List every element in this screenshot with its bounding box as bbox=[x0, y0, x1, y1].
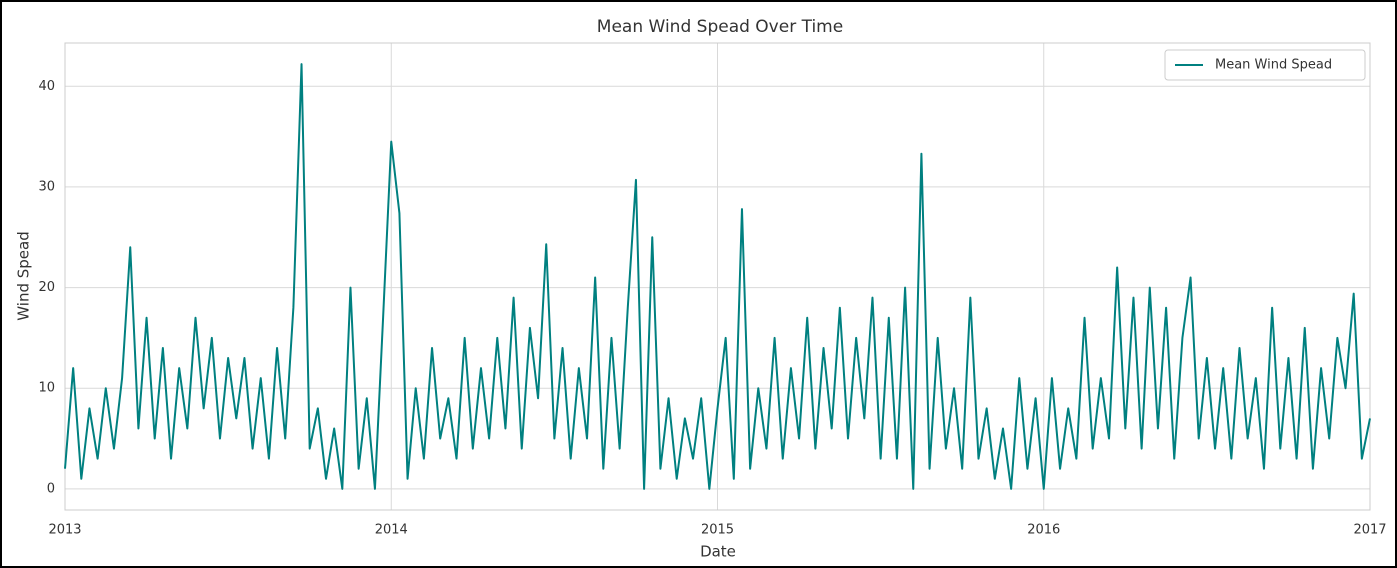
y-tick-label: 20 bbox=[38, 280, 55, 295]
x-tick-label: 2013 bbox=[48, 523, 81, 538]
plot-area bbox=[64, 42, 1371, 511]
legend-box bbox=[1164, 49, 1366, 81]
x-axis-label: Date bbox=[700, 543, 736, 561]
chart-title: Mean Wind Spead Over Time bbox=[597, 17, 843, 37]
y-tick-label: 0 bbox=[47, 481, 55, 496]
y-axis-label: Wind Spead bbox=[15, 231, 33, 320]
x-tick-label: 2016 bbox=[1027, 523, 1060, 538]
x-tick-label: 2017 bbox=[1353, 523, 1386, 538]
legend-label: Mean Wind Spead bbox=[1215, 58, 1332, 73]
x-tick-label: 2015 bbox=[701, 523, 734, 538]
x-tick-label: 2014 bbox=[375, 523, 408, 538]
y-tick-label: 10 bbox=[38, 381, 55, 396]
y-tick-label: 40 bbox=[38, 79, 55, 94]
y-tick-label: 30 bbox=[38, 179, 55, 194]
data-line bbox=[64, 63, 1371, 490]
